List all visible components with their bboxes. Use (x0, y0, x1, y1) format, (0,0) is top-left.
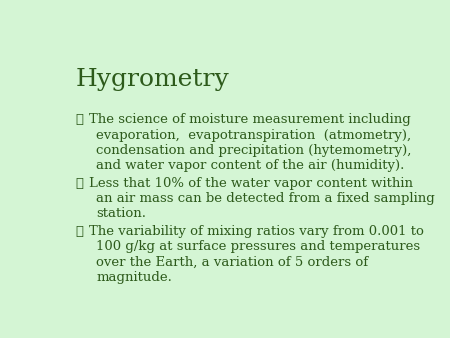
Text: evaporation,  evapotranspiration  (atmometry),: evaporation, evapotranspiration (atmomet… (96, 128, 411, 142)
Text: Less that 10% of the water vapor content within: Less that 10% of the water vapor content… (90, 177, 414, 190)
Text: ♻: ♻ (76, 114, 83, 126)
Text: The variability of mixing ratios vary from 0.001 to: The variability of mixing ratios vary fr… (90, 225, 424, 238)
Text: ♻: ♻ (76, 225, 83, 238)
Text: station.: station. (96, 207, 146, 220)
Text: and water vapor content of the air (humidity).: and water vapor content of the air (humi… (96, 159, 405, 172)
Text: 100 g/kg at surface pressures and temperatures: 100 g/kg at surface pressures and temper… (96, 240, 420, 254)
Text: magnitude.: magnitude. (96, 271, 172, 284)
Text: Hygrometry: Hygrometry (76, 68, 229, 91)
Text: condensation and precipitation (hytemometry),: condensation and precipitation (hytemome… (96, 144, 412, 156)
Text: ♻: ♻ (76, 177, 83, 190)
Text: over the Earth, a variation of 5 orders of: over the Earth, a variation of 5 orders … (96, 256, 369, 268)
Text: The science of moisture measurement including: The science of moisture measurement incl… (90, 114, 411, 126)
Text: an air mass can be detected from a fixed sampling: an air mass can be detected from a fixed… (96, 192, 435, 205)
